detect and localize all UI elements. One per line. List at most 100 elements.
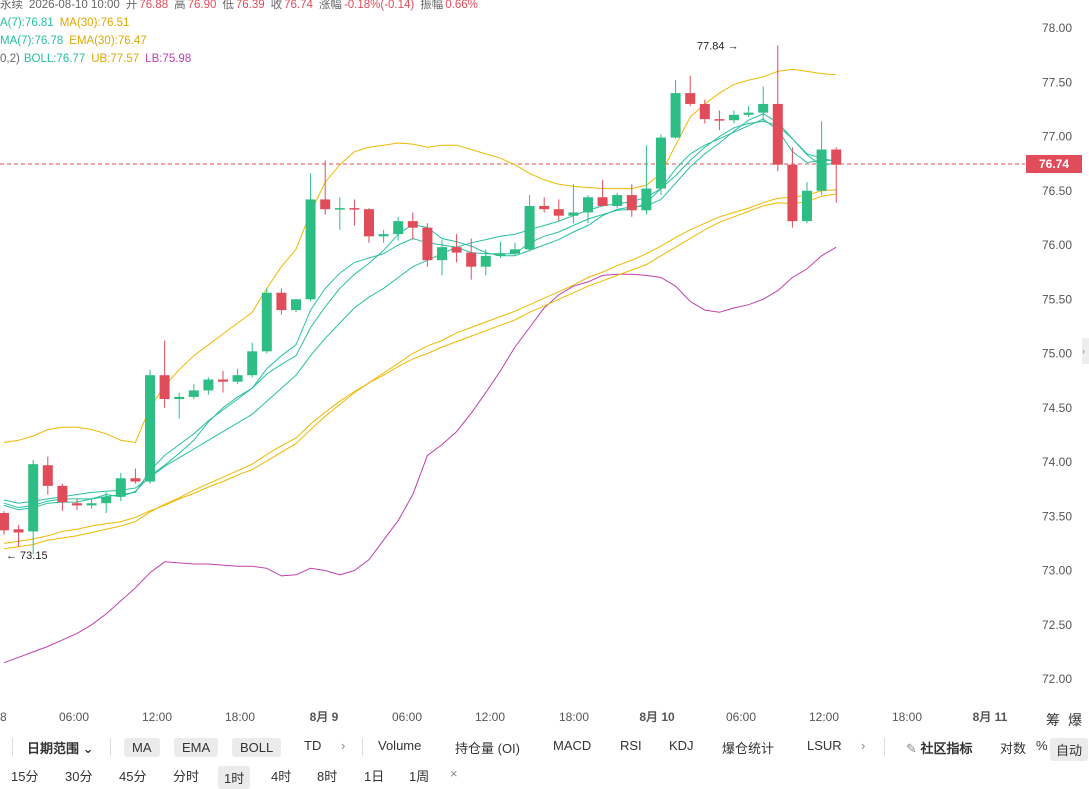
interval-8h[interactable]: 8时	[317, 769, 338, 784]
candle-body	[466, 252, 477, 267]
edit-icon: ✎	[906, 741, 917, 756]
candle	[261, 288, 272, 354]
ma-legend: A(7):76.81 MA(30):76.51	[0, 15, 135, 32]
ema-button[interactable]: EMA	[174, 738, 219, 757]
candle	[568, 184, 579, 224]
oi-button[interactable]: 持仓量 (OI)	[455, 741, 520, 756]
divider	[362, 738, 363, 756]
liquidation-stats-button[interactable]: 爆仓统计	[722, 741, 775, 756]
volume-button[interactable]: Volume	[378, 738, 422, 753]
x-tick-label: 8月 10	[639, 710, 675, 724]
candle-body	[641, 188, 652, 211]
candle-body	[101, 496, 112, 504]
candle-body	[393, 221, 404, 235]
candle-body	[349, 208, 360, 210]
interval-15m[interactable]: 15分	[11, 769, 39, 784]
candle-body	[553, 209, 564, 216]
percent-scale-toggle[interactable]: %	[1036, 738, 1048, 753]
candle-body	[480, 255, 491, 267]
boll-button[interactable]: BOLL	[232, 738, 282, 757]
date-range-button[interactable]: 日期范围 ⌄	[27, 741, 94, 756]
candle-body	[568, 212, 579, 216]
candle-body	[656, 137, 666, 189]
interval-1w[interactable]: 1周	[409, 769, 430, 784]
candle-body	[188, 390, 199, 397]
candle-body	[42, 465, 53, 486]
candle	[232, 368, 243, 384]
chevron-right-icon[interactable]: ›	[861, 738, 866, 753]
auto-scale-toggle[interactable]: 自动	[1050, 738, 1089, 761]
candle	[758, 86, 769, 122]
ma30-line	[3, 189, 837, 544]
boll-legend: 0,2) BOLL:76.77 UB:77.57 LB:75.98	[0, 51, 197, 68]
candle-body	[291, 299, 301, 311]
candle	[203, 377, 214, 395]
candle-body	[539, 205, 550, 210]
candle-body	[437, 247, 447, 261]
y-tick-label: 74.00	[1042, 455, 1072, 469]
candle-body	[115, 478, 126, 497]
candle-body	[451, 247, 462, 253]
candle	[714, 110, 725, 130]
x-tick-label: 18:00	[559, 710, 589, 724]
candle	[802, 182, 812, 224]
candle-body	[626, 195, 637, 211]
bar-time: 2026-08-10 10:00	[29, 0, 120, 11]
candle	[772, 45, 783, 172]
x-tick-label: 18:00	[892, 710, 922, 724]
indicator-lines	[3, 68, 837, 664]
y-tick-label: 75.50	[1042, 292, 1072, 306]
x-tick-label: 12:00	[809, 710, 839, 724]
candle-body	[802, 190, 812, 222]
candle-body	[714, 119, 725, 121]
interval-4h[interactable]: 4时	[271, 769, 292, 784]
candle-body	[612, 195, 623, 206]
candle-body	[159, 375, 170, 400]
candle	[699, 99, 710, 124]
kdj-button[interactable]: KDJ	[669, 738, 694, 753]
boll-lower-band-line	[3, 246, 837, 664]
candle	[349, 199, 360, 226]
annotations: 77.84 → ← 73.15	[6, 40, 739, 562]
candle	[539, 197, 550, 213]
candle	[583, 195, 593, 224]
candle	[437, 239, 447, 276]
interval-1d[interactable]: 1日	[364, 769, 385, 784]
log-scale-toggle[interactable]: 对数	[1000, 741, 1027, 756]
candle-body	[524, 205, 535, 250]
ma-button[interactable]: MA	[124, 738, 160, 757]
interval-30m[interactable]: 30分	[65, 769, 93, 784]
interval-timeline[interactable]: 分时	[173, 769, 200, 784]
macd-button[interactable]: MACD	[553, 738, 592, 753]
liquidation-map-button[interactable]: 爆	[1068, 712, 1082, 728]
close-icon[interactable]: ×	[450, 766, 458, 781]
candle-body	[787, 164, 798, 222]
candle	[553, 199, 564, 222]
candle	[641, 145, 652, 215]
axis-expand-handle[interactable]: ›	[1082, 338, 1089, 364]
candle-body	[597, 197, 608, 206]
candle	[597, 179, 608, 206]
candle	[305, 173, 316, 302]
candle	[451, 234, 462, 263]
high-annotation: 77.84 →	[697, 40, 739, 52]
candle-body	[305, 199, 316, 300]
rsi-button[interactable]: RSI	[620, 738, 642, 753]
candle	[291, 299, 301, 313]
community-indicators-button[interactable]: ✎ 社区指标	[906, 741, 973, 756]
interval-1h[interactable]: 1时	[218, 766, 251, 789]
candle	[320, 160, 331, 215]
td-button[interactable]: TD	[304, 738, 322, 753]
x-tick-label: 8月 9	[310, 710, 339, 724]
chip-distribution-button[interactable]: 筹	[1046, 712, 1060, 728]
candle-body	[174, 396, 185, 400]
lsur-button[interactable]: LSUR	[807, 738, 842, 753]
candle	[130, 468, 141, 484]
chevron-right-icon[interactable]: ›	[341, 738, 346, 753]
candle-body	[729, 114, 739, 121]
interval-45m[interactable]: 45分	[119, 769, 147, 784]
change-value: -0.18%(-0.14)	[343, 0, 415, 11]
boll-param: 0,2)	[0, 53, 20, 65]
candle-body	[583, 197, 593, 213]
